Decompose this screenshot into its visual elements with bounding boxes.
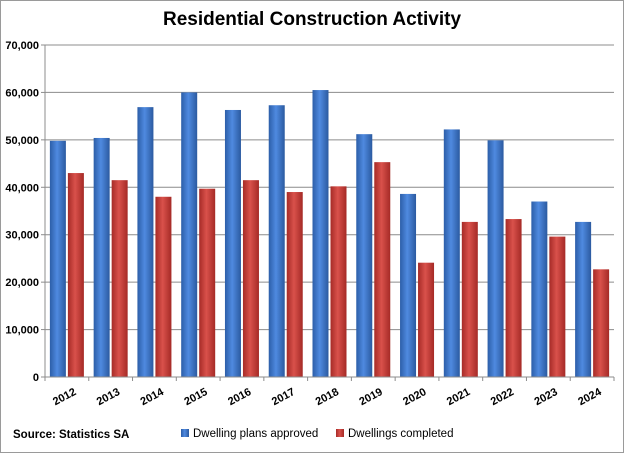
x-tick-label: 2021 [445,386,472,408]
bar-plans-approved-2024 [575,221,592,377]
bars-layer [49,90,610,378]
bar-dwellings-completed-2024 [593,269,610,377]
legend: Dwelling plans approved Dwellings comple… [181,428,453,440]
x-tick-label: 2012 [51,386,78,408]
x-tick-label: 2014 [139,386,167,408]
bar-dwellings-completed-2015 [199,188,216,377]
y-tick-label: 0 [33,372,39,384]
x-tick-label: 2020 [401,386,428,408]
bar-plans-approved-2020 [400,193,417,377]
bar-plans-approved-2019 [356,134,373,377]
bar-plans-approved-2021 [443,129,460,377]
x-tick-label: 2015 [182,386,209,408]
bar-dwellings-completed-2018 [330,186,347,377]
legend-swatch-dwellings-completed [336,429,344,437]
x-tick-label: 2018 [314,386,341,408]
bar-plans-approved-2022 [487,140,504,377]
bar-dwellings-completed-2017 [286,192,303,377]
x-tick-label: 2022 [489,386,516,408]
bar-plans-approved-2013 [93,137,110,377]
bar-dwellings-completed-2023 [549,236,566,377]
bar-plans-approved-2012 [49,140,66,377]
bar-plans-approved-2015 [181,92,198,377]
y-tick-label: 10,000 [5,325,39,337]
chart-title: Residential Construction Activity [162,9,462,30]
y-tick-label: 50,000 [5,135,39,147]
bar-dwellings-completed-2022 [505,219,522,377]
bar-plans-approved-2023 [531,201,548,377]
grid-layer [45,44,614,331]
legend-swatch-plans-approved [181,429,189,437]
x-tick-label: 2023 [533,386,560,408]
x-tick-label: 2016 [226,386,253,408]
bar-plans-approved-2014 [137,107,154,377]
legend-label-plans-approved: Dwelling plans approved [193,428,318,440]
y-tick-label: 70,000 [5,40,39,52]
source-note: Source: Statistics SA [13,429,129,441]
bar-dwellings-completed-2013 [111,180,128,377]
bar-plans-approved-2017 [268,105,285,377]
x-tick-label: 2019 [357,386,384,408]
y-tick-label: 30,000 [5,230,39,242]
bar-dwellings-completed-2020 [418,262,435,377]
y-tick-label: 40,000 [5,182,39,194]
x-tick-label: 2017 [270,386,297,408]
bar-dwellings-completed-2021 [461,221,478,377]
bar-plans-approved-2016 [224,109,241,377]
y-tick-label: 60,000 [5,87,39,99]
bar-plans-approved-2018 [312,90,329,378]
x-tick-label: 2024 [576,386,604,408]
bar-dwellings-completed-2014 [155,196,172,377]
bar-dwellings-completed-2016 [242,180,259,377]
bar-dwellings-completed-2019 [374,162,391,377]
x-tick-label: 2013 [95,386,122,408]
y-tick-label: 20,000 [5,277,39,289]
bar-dwellings-completed-2012 [67,173,84,377]
legend-label-dwellings-completed: Dwellings completed [348,428,453,440]
